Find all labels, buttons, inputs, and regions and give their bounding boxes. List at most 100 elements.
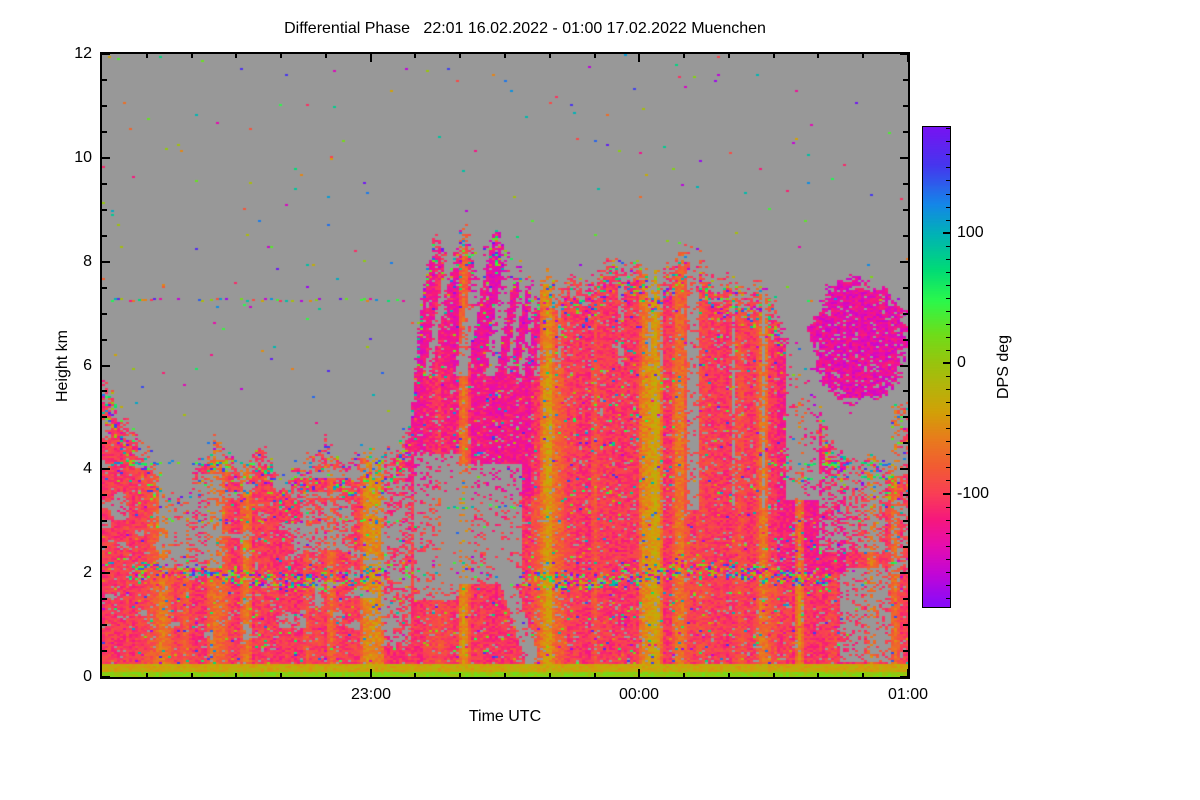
y-minor-tick xyxy=(903,442,908,444)
colorbar-minor-tick xyxy=(946,585,950,586)
y-tick-label: 10 xyxy=(74,149,92,166)
colorbar-minor-tick xyxy=(946,298,950,299)
x-tick-label: 23:00 xyxy=(350,686,392,703)
y-minor-tick xyxy=(903,416,908,418)
y-minor-tick xyxy=(903,105,908,107)
x-minor-tick xyxy=(773,673,775,677)
colorbar-minor-tick xyxy=(946,572,950,573)
y-tick-label: 12 xyxy=(74,45,92,62)
x-minor-tick xyxy=(235,54,237,58)
colorbar-minor-tick xyxy=(946,480,950,481)
colorbar-minor-tick xyxy=(946,337,950,338)
colorbar-minor-tick xyxy=(946,220,950,221)
x-minor-tick xyxy=(683,54,685,58)
y-minor-tick xyxy=(903,390,908,392)
x-minor-tick xyxy=(817,673,819,677)
y-major-tick xyxy=(102,157,110,159)
colorbar-minor-tick xyxy=(946,141,950,142)
y-minor-tick xyxy=(903,624,908,626)
x-major-tick xyxy=(907,669,909,677)
colorbar-minor-tick xyxy=(946,415,950,416)
y-minor-tick xyxy=(903,546,908,548)
heatmap-canvas xyxy=(102,54,908,677)
x-tick-label: 00:00 xyxy=(618,686,660,703)
x-minor-tick xyxy=(817,54,819,58)
colorbar-minor-tick xyxy=(946,454,950,455)
x-major-tick xyxy=(638,669,640,677)
y-minor-tick xyxy=(903,650,908,652)
colorbar-canvas xyxy=(923,127,950,607)
y-minor-tick xyxy=(903,339,908,341)
y-minor-tick xyxy=(102,131,107,133)
x-minor-tick xyxy=(414,54,416,58)
y-minor-tick xyxy=(903,520,908,522)
colorbar-label: DPS deg xyxy=(995,334,1012,400)
colorbar-major-tick xyxy=(943,232,950,234)
x-minor-tick xyxy=(325,54,327,58)
x-minor-tick xyxy=(146,54,148,58)
x-minor-tick xyxy=(146,673,148,677)
y-minor-tick xyxy=(903,79,908,81)
y-tick-label: 8 xyxy=(83,253,92,270)
y-tick-label: 2 xyxy=(83,564,92,581)
y-minor-tick xyxy=(102,416,107,418)
colorbar-minor-tick xyxy=(946,520,950,521)
colorbar-minor-tick xyxy=(946,285,950,286)
colorbar-frame xyxy=(922,126,951,608)
y-major-tick xyxy=(900,365,908,367)
y-minor-tick xyxy=(102,520,107,522)
x-major-tick xyxy=(370,54,372,62)
colorbar-minor-tick xyxy=(946,194,950,195)
y-minor-tick xyxy=(903,494,908,496)
x-major-tick xyxy=(370,669,372,677)
colorbar-minor-tick xyxy=(946,259,950,260)
y-minor-tick xyxy=(102,209,107,211)
colorbar-minor-tick xyxy=(946,559,950,560)
y-major-tick xyxy=(102,676,110,678)
colorbar-minor-tick xyxy=(946,154,950,155)
y-minor-tick xyxy=(102,105,107,107)
y-minor-tick xyxy=(102,235,107,237)
y-minor-tick xyxy=(102,650,107,652)
y-minor-tick xyxy=(102,546,107,548)
y-minor-tick xyxy=(903,598,908,600)
colorbar-minor-tick xyxy=(946,167,950,168)
x-tick-label: 01:00 xyxy=(887,686,929,703)
y-major-tick xyxy=(102,365,110,367)
y-major-tick xyxy=(900,53,908,55)
colorbar-minor-tick xyxy=(946,428,950,429)
colorbar-minor-tick xyxy=(946,180,950,181)
y-minor-tick xyxy=(102,494,107,496)
colorbar-minor-tick xyxy=(946,402,950,403)
x-minor-tick xyxy=(191,54,193,58)
colorbar-major-tick xyxy=(943,362,950,364)
colorbar-major-tick xyxy=(943,493,950,495)
colorbar-minor-tick xyxy=(946,128,950,129)
colorbar-minor-tick xyxy=(946,350,950,351)
x-minor-tick xyxy=(280,673,282,677)
colorbar-minor-tick xyxy=(946,207,950,208)
colorbar-minor-tick xyxy=(946,246,950,247)
x-minor-tick xyxy=(459,673,461,677)
y-minor-tick xyxy=(102,442,107,444)
y-minor-tick xyxy=(903,235,908,237)
colorbar-tick-label: 0 xyxy=(957,354,966,371)
y-minor-tick xyxy=(102,183,107,185)
colorbar-minor-tick xyxy=(946,376,950,377)
y-major-tick xyxy=(102,53,110,55)
colorbar-minor-tick xyxy=(946,507,950,508)
x-minor-tick xyxy=(773,54,775,58)
y-major-tick xyxy=(900,676,908,678)
y-minor-tick xyxy=(102,313,107,315)
x-minor-tick xyxy=(504,673,506,677)
y-major-tick xyxy=(900,261,908,263)
colorbar-minor-tick xyxy=(946,441,950,442)
x-minor-tick xyxy=(862,54,864,58)
colorbar-minor-tick xyxy=(946,533,950,534)
colorbar-tick-label: 100 xyxy=(957,224,984,241)
y-major-tick xyxy=(900,157,908,159)
y-minor-tick xyxy=(903,209,908,211)
y-major-tick xyxy=(102,468,110,470)
colorbar-minor-tick xyxy=(946,546,950,547)
